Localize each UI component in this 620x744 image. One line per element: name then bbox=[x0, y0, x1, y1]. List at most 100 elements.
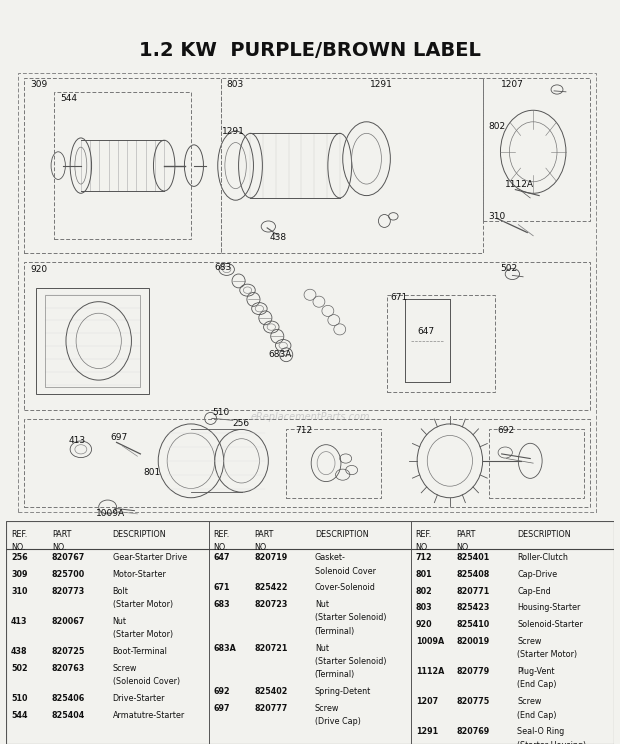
Text: 1009A: 1009A bbox=[416, 637, 444, 646]
Bar bbox=[45, 295, 140, 387]
Text: 502: 502 bbox=[11, 664, 28, 673]
Text: 310: 310 bbox=[11, 586, 27, 596]
Text: Screw: Screw bbox=[112, 664, 137, 673]
Text: 647: 647 bbox=[417, 327, 434, 336]
Text: 825406: 825406 bbox=[51, 693, 85, 703]
Text: 820723: 820723 bbox=[254, 600, 288, 609]
Text: Gear-Starter Drive: Gear-Starter Drive bbox=[112, 554, 187, 562]
Text: PART: PART bbox=[456, 530, 476, 539]
Text: 801: 801 bbox=[416, 570, 432, 579]
Text: Motor-Starter: Motor-Starter bbox=[112, 570, 166, 579]
Text: REF.: REF. bbox=[416, 530, 432, 539]
Text: 1291: 1291 bbox=[370, 80, 392, 89]
Text: 802: 802 bbox=[416, 586, 433, 596]
Text: 820769: 820769 bbox=[456, 727, 490, 737]
Bar bbox=[388, 295, 495, 391]
Text: NO.: NO. bbox=[416, 543, 430, 552]
Text: 310: 310 bbox=[489, 212, 506, 221]
Text: 647: 647 bbox=[213, 554, 230, 562]
Text: 510: 510 bbox=[212, 408, 229, 417]
Text: 820779: 820779 bbox=[456, 667, 490, 676]
Text: 820719: 820719 bbox=[254, 554, 287, 562]
Text: (End Cap): (End Cap) bbox=[517, 711, 557, 719]
Text: 825402: 825402 bbox=[254, 687, 288, 696]
Text: 697: 697 bbox=[110, 433, 128, 442]
Text: 413: 413 bbox=[69, 435, 86, 445]
Text: NO.: NO. bbox=[213, 543, 228, 552]
Text: Plug-Vent: Plug-Vent bbox=[517, 667, 555, 676]
Text: 1207: 1207 bbox=[500, 80, 523, 89]
Text: Cap-End: Cap-End bbox=[517, 586, 551, 596]
Text: 697: 697 bbox=[213, 704, 230, 713]
Text: 1291: 1291 bbox=[416, 727, 438, 737]
Text: 801: 801 bbox=[143, 468, 161, 477]
Text: 438: 438 bbox=[270, 233, 286, 242]
Text: 683A: 683A bbox=[213, 644, 236, 652]
Text: 820775: 820775 bbox=[456, 697, 490, 706]
Text: 802: 802 bbox=[489, 122, 506, 131]
Bar bbox=[482, 78, 590, 221]
Text: (Starter Solenoid): (Starter Solenoid) bbox=[315, 613, 386, 623]
Text: 256: 256 bbox=[232, 420, 250, 429]
Text: NO.: NO. bbox=[254, 543, 268, 552]
Text: 920: 920 bbox=[416, 620, 432, 629]
Text: 820067: 820067 bbox=[51, 617, 85, 626]
Text: 825423: 825423 bbox=[456, 603, 490, 612]
Text: 671: 671 bbox=[213, 583, 230, 592]
Text: 820767: 820767 bbox=[51, 554, 85, 562]
Text: REF.: REF. bbox=[11, 530, 27, 539]
Text: 803: 803 bbox=[227, 80, 244, 89]
Bar bbox=[489, 429, 584, 498]
Text: 438: 438 bbox=[11, 647, 28, 656]
Text: Drive-Starter: Drive-Starter bbox=[112, 693, 165, 703]
Text: Seal-O Ring: Seal-O Ring bbox=[517, 727, 564, 737]
Text: Nut: Nut bbox=[315, 644, 329, 652]
Text: Bolt: Bolt bbox=[112, 586, 128, 596]
Text: DESCRIPTION: DESCRIPTION bbox=[517, 530, 571, 539]
Text: (Solenoid Cover): (Solenoid Cover) bbox=[112, 677, 180, 686]
Text: 825700: 825700 bbox=[51, 570, 85, 579]
Text: (Starter Solenoid): (Starter Solenoid) bbox=[315, 657, 386, 666]
Text: Armatutre-Starter: Armatutre-Starter bbox=[112, 711, 185, 719]
Text: Screw: Screw bbox=[517, 697, 541, 706]
Text: (Starter Motor): (Starter Motor) bbox=[112, 630, 172, 639]
Text: 825401: 825401 bbox=[456, 554, 490, 562]
Text: PART: PART bbox=[254, 530, 273, 539]
Text: 803: 803 bbox=[416, 603, 432, 612]
Text: Screw: Screw bbox=[517, 637, 541, 646]
Text: 1009A: 1009A bbox=[95, 510, 125, 519]
Text: (End Cap): (End Cap) bbox=[517, 680, 557, 690]
Text: 683: 683 bbox=[213, 600, 230, 609]
Text: 309: 309 bbox=[11, 570, 27, 579]
Text: 256: 256 bbox=[11, 554, 28, 562]
Text: Solenoid-Starter: Solenoid-Starter bbox=[517, 620, 583, 629]
Bar bbox=[286, 429, 381, 498]
Text: Screw: Screw bbox=[315, 704, 339, 713]
Text: 820721: 820721 bbox=[254, 644, 288, 652]
Text: 820771: 820771 bbox=[456, 586, 490, 596]
Text: PART: PART bbox=[51, 530, 71, 539]
Text: 825408: 825408 bbox=[456, 570, 490, 579]
Text: 309: 309 bbox=[30, 80, 48, 89]
Bar bbox=[36, 288, 149, 394]
Text: 544: 544 bbox=[60, 94, 77, 103]
Text: NO.: NO. bbox=[456, 543, 471, 552]
Text: 820773: 820773 bbox=[51, 586, 85, 596]
Text: (Starter Motor): (Starter Motor) bbox=[112, 600, 172, 609]
Text: (Terminal): (Terminal) bbox=[315, 670, 355, 679]
Text: Nut: Nut bbox=[112, 617, 126, 626]
Text: (Starter Motor): (Starter Motor) bbox=[517, 650, 577, 659]
Text: 544: 544 bbox=[11, 711, 27, 719]
Text: Cap-Drive: Cap-Drive bbox=[517, 570, 557, 579]
Bar bbox=[54, 92, 191, 240]
Text: Nut: Nut bbox=[315, 600, 329, 609]
Text: 712: 712 bbox=[295, 426, 312, 435]
Text: 692: 692 bbox=[497, 426, 515, 435]
Text: DESCRIPTION: DESCRIPTION bbox=[315, 530, 368, 539]
Text: 683: 683 bbox=[215, 263, 232, 272]
Text: 413: 413 bbox=[11, 617, 27, 626]
Text: 825422: 825422 bbox=[254, 583, 288, 592]
Text: 510: 510 bbox=[11, 693, 27, 703]
Bar bbox=[24, 263, 590, 410]
Text: REF.: REF. bbox=[213, 530, 229, 539]
